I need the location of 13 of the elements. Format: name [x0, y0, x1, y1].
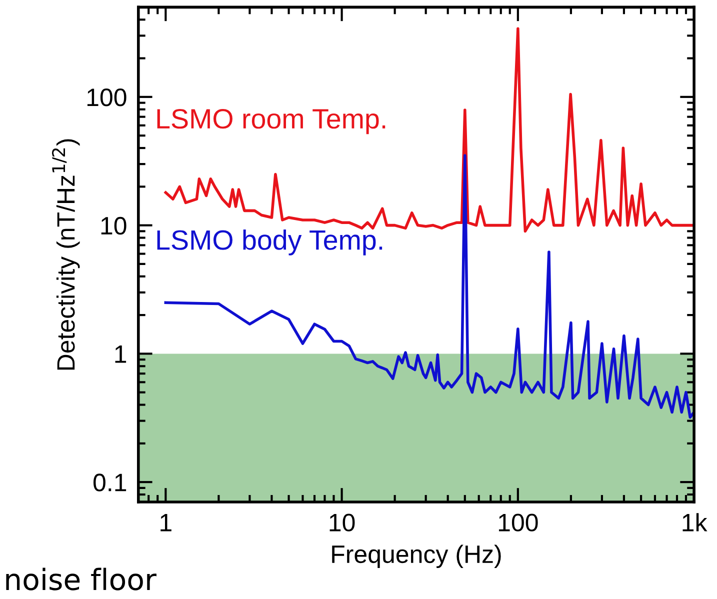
- x-tick-label: 1: [160, 514, 172, 532]
- x-axis-title: Frequency (Hz): [332, 544, 501, 568]
- y-tick-label: 0.1: [93, 474, 126, 492]
- band-label: noise floor: [6, 568, 156, 590]
- x-tick-label: 1k: [682, 513, 708, 532]
- x-tick-label: 10: [330, 514, 355, 532]
- series-label: LSMO room Temp.: [157, 109, 386, 134]
- y-tick-label: 10: [101, 216, 126, 235]
- x-tick-label: 100: [498, 514, 538, 532]
- y-tick-label: 1: [115, 346, 126, 363]
- y-tick-label: 100: [87, 88, 126, 106]
- series-label: LSMO body Temp.: [157, 229, 382, 256]
- y-axis-title: Detectivity (nT/Hz$^{1/2}$): [52, 139, 80, 370]
